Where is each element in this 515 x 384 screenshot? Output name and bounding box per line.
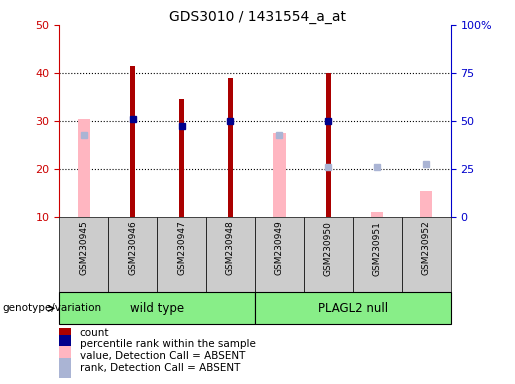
Bar — [179, 99, 184, 217]
Text: count: count — [80, 328, 109, 338]
Text: genotype/variation: genotype/variation — [3, 303, 101, 313]
Bar — [157, 217, 206, 292]
Bar — [255, 217, 304, 292]
Bar — [420, 190, 432, 217]
Bar — [78, 119, 90, 217]
Bar — [255, 292, 451, 324]
Bar — [273, 133, 285, 217]
Bar — [371, 212, 383, 217]
Text: rank, Detection Call = ABSENT: rank, Detection Call = ABSENT — [80, 363, 240, 373]
Text: GSM230947: GSM230947 — [177, 221, 186, 275]
Text: PLAGL2 null: PLAGL2 null — [318, 302, 388, 314]
Bar — [59, 346, 71, 366]
Bar — [402, 217, 451, 292]
Text: percentile rank within the sample: percentile rank within the sample — [80, 339, 255, 349]
Bar — [108, 217, 157, 292]
Text: GDS3010 / 1431554_a_at: GDS3010 / 1431554_a_at — [169, 10, 346, 23]
Bar — [228, 78, 233, 217]
Bar — [325, 73, 331, 217]
Bar — [130, 66, 135, 217]
Text: GSM230950: GSM230950 — [324, 221, 333, 276]
Text: GSM230952: GSM230952 — [422, 221, 431, 275]
Text: GSM230946: GSM230946 — [128, 221, 137, 275]
Bar — [206, 217, 255, 292]
Bar — [59, 358, 71, 378]
Text: GSM230949: GSM230949 — [275, 221, 284, 275]
Bar — [353, 217, 402, 292]
Text: GSM230945: GSM230945 — [79, 221, 88, 275]
Bar — [59, 292, 255, 324]
Text: GSM230951: GSM230951 — [373, 221, 382, 276]
Bar — [59, 217, 108, 292]
Text: GSM230948: GSM230948 — [226, 221, 235, 275]
Text: value, Detection Call = ABSENT: value, Detection Call = ABSENT — [80, 351, 245, 361]
Text: wild type: wild type — [130, 302, 184, 314]
Bar — [304, 217, 353, 292]
Bar — [59, 334, 71, 354]
Bar — [59, 323, 71, 343]
